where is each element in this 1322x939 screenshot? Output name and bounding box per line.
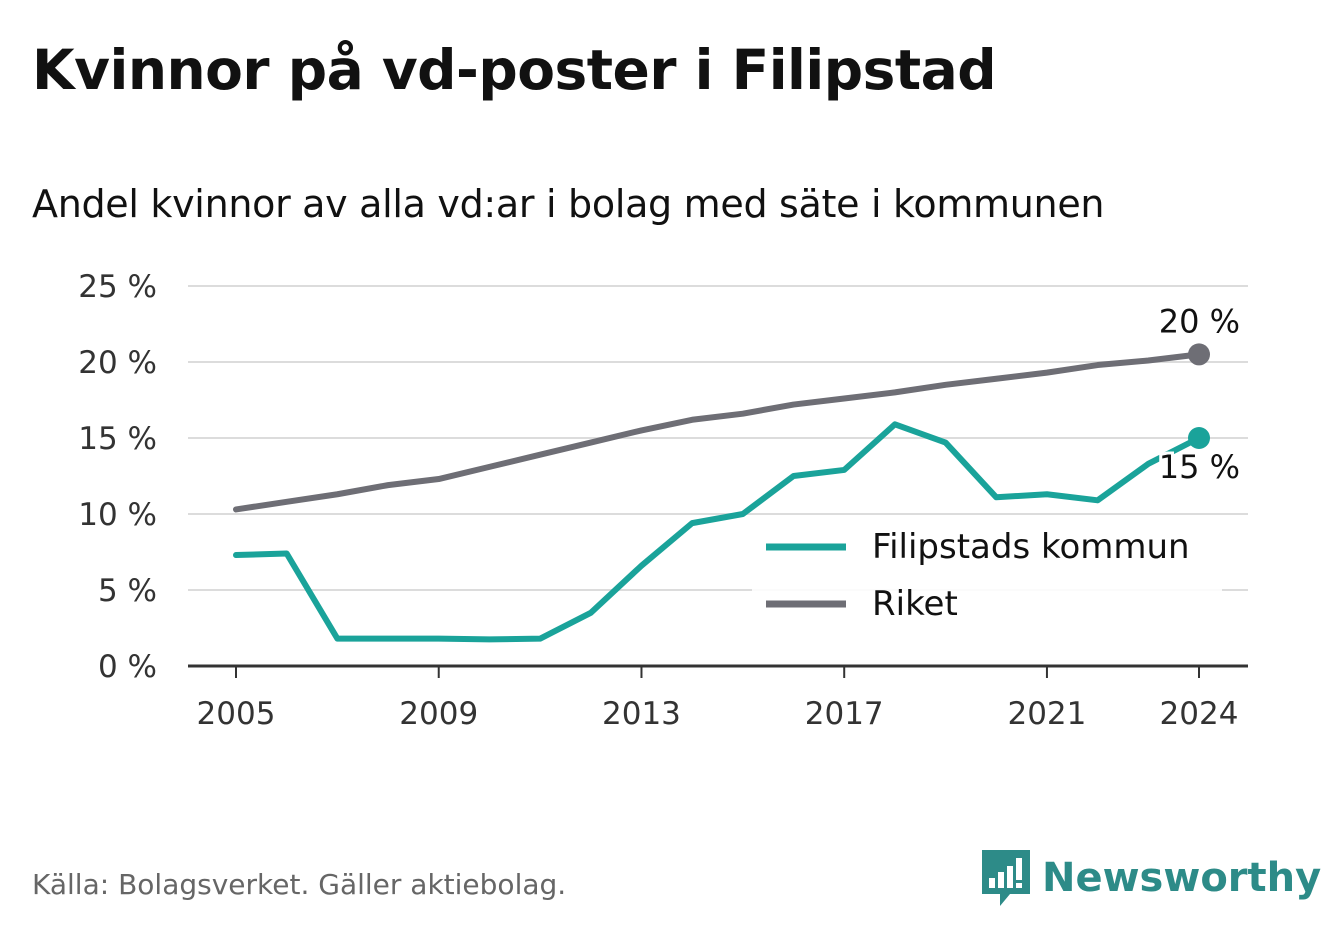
x-tick-label: 2009 bbox=[399, 696, 478, 732]
x-tick-label: 2024 bbox=[1160, 696, 1239, 732]
series-line-filipstad bbox=[233, 421, 1202, 643]
end-point-marker bbox=[1188, 343, 1210, 366]
y-tick-label: 25 % bbox=[78, 269, 157, 305]
x-tick-label: 2017 bbox=[805, 696, 884, 732]
chart-title: Kvinnor på vd-poster i Filipstad bbox=[32, 38, 997, 102]
brand-logo: Newsworthy bbox=[980, 848, 1321, 908]
y-tick-label: 10 % bbox=[78, 497, 157, 533]
brand-name: Newsworthy bbox=[1042, 855, 1322, 901]
legend: Filipstads kommun Riket bbox=[752, 516, 1222, 628]
newsworthy-logo-icon bbox=[982, 850, 1030, 906]
y-tick-label: 0 % bbox=[98, 649, 157, 685]
legend-label: Riket bbox=[872, 584, 958, 624]
end-point-marker bbox=[1188, 427, 1210, 449]
series-line-riket bbox=[233, 351, 1202, 513]
source-note: Källa: Bolagsverket. Gäller aktiebolag. bbox=[32, 868, 567, 901]
x-tick-label: 2005 bbox=[197, 696, 276, 732]
legend-label: Filipstads kommun bbox=[872, 527, 1190, 567]
y-tick-label: 20 % bbox=[78, 345, 157, 381]
chart-subtitle: Andel kvinnor av alla vd:ar i bolag med … bbox=[32, 182, 1105, 226]
end-value-label: 15 % bbox=[1159, 448, 1240, 486]
end-value-label: 20 % bbox=[1159, 302, 1240, 340]
x-tick-label: 2021 bbox=[1007, 696, 1086, 732]
x-tick-label: 2013 bbox=[602, 696, 681, 732]
y-tick-label: 15 % bbox=[78, 421, 157, 457]
y-tick-label: 5 % bbox=[98, 573, 157, 609]
legend-background bbox=[752, 516, 1222, 628]
